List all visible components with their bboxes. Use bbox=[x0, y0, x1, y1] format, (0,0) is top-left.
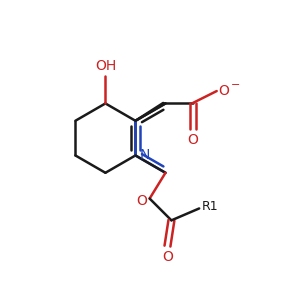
Text: O: O bbox=[188, 133, 198, 147]
Text: −: − bbox=[231, 80, 240, 90]
Text: O: O bbox=[219, 84, 230, 98]
Text: OH: OH bbox=[95, 59, 116, 73]
Text: N: N bbox=[140, 148, 150, 162]
Text: O: O bbox=[136, 194, 147, 208]
Text: R1: R1 bbox=[202, 200, 219, 213]
Text: O: O bbox=[162, 250, 173, 264]
